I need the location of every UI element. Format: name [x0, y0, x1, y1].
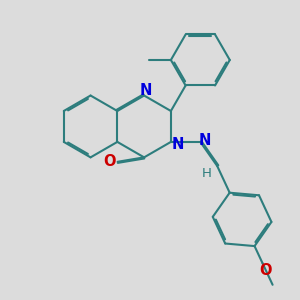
Text: N: N [140, 83, 152, 98]
Text: O: O [260, 263, 272, 278]
Text: N: N [171, 137, 184, 152]
Text: O: O [103, 154, 116, 169]
Text: H: H [202, 167, 212, 180]
Text: N: N [199, 133, 211, 148]
